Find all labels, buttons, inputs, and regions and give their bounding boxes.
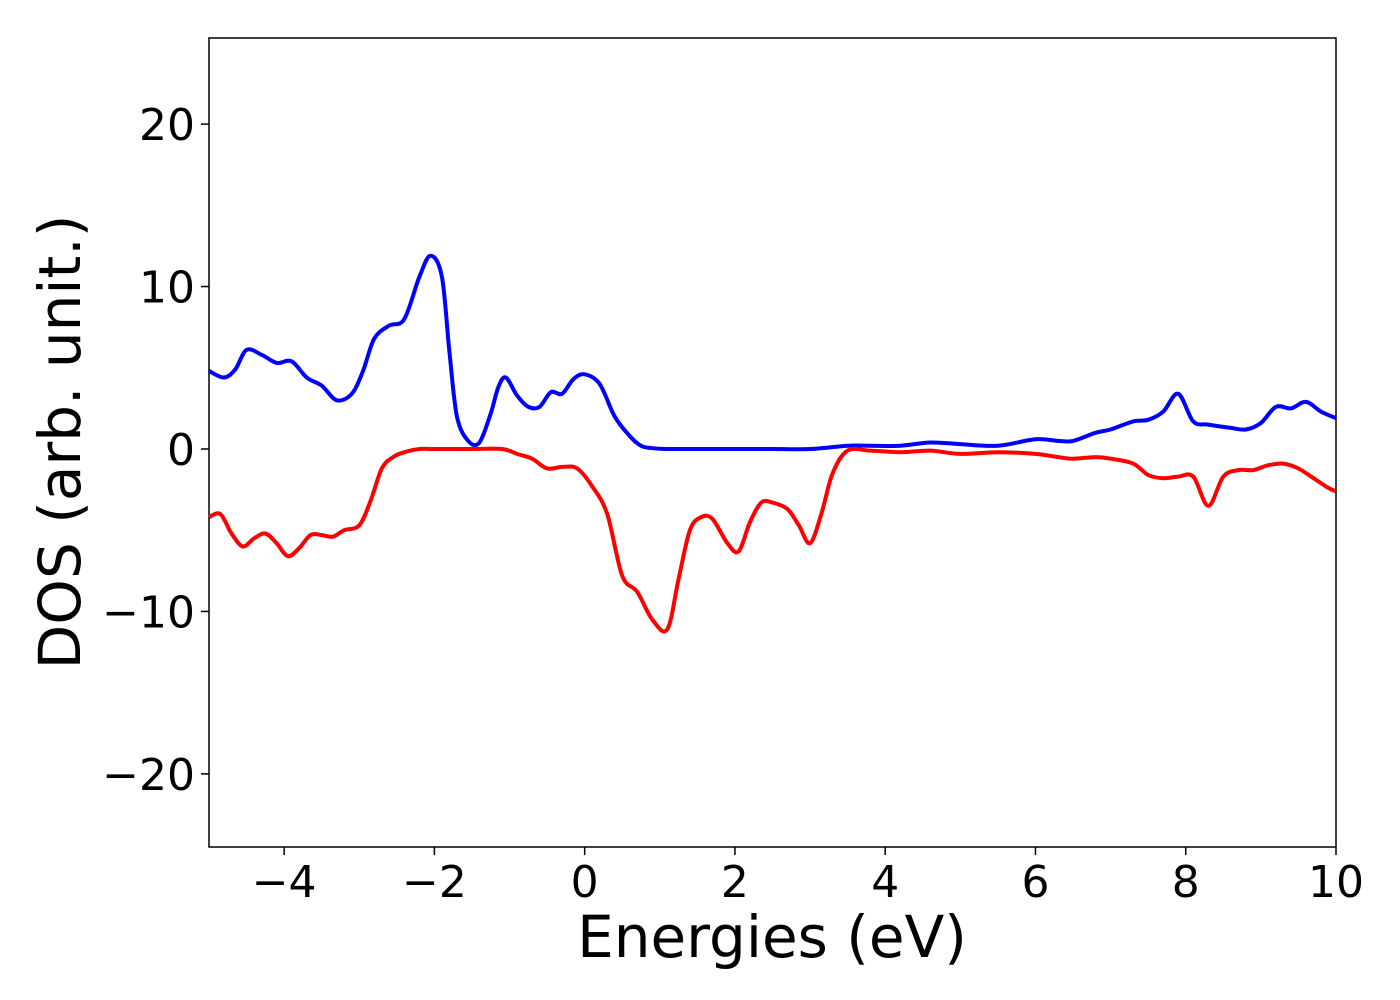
x-tick-label: 0 [571,857,599,908]
x-tick-label: 6 [1021,857,1049,908]
x-tick-label: 10 [1308,857,1364,908]
y-tick-label: 0 [167,425,195,476]
x-tick-label: 8 [1172,857,1200,908]
spin-up-dos-line [208,253,1337,452]
x-axis-label: Energies (eV) [577,903,967,971]
x-tick-label: −2 [402,857,467,908]
y-axis-label: DOS (arb. unit.) [26,215,94,670]
y-tick-label: −10 [102,587,195,638]
x-tick-label: 2 [721,857,749,908]
x-tick-label: −4 [252,857,317,908]
x-tick-label: 4 [871,857,899,908]
y-tick-label: 10 [139,263,195,314]
spin-down-dos-line [208,446,1337,634]
plot-area [208,37,1337,848]
x-axis-ticks: −4 −2 0 2 4 6 8 10 [252,847,1364,908]
series-layer [208,253,1337,634]
y-axis-ticks: −20 −10 0 10 20 [102,100,209,801]
y-tick-label: 20 [139,100,195,151]
y-tick-label: −20 [102,750,195,801]
